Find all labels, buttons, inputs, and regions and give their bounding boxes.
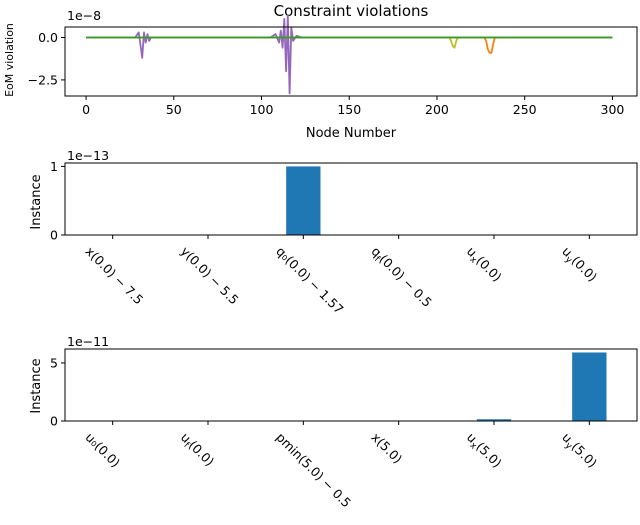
final-constraints-panel: 1e−11 Instance u₀(0.0) uf(0.0) pmin(5.0) −…	[29, 334, 638, 510]
x-tick-label: uy(0.0)	[557, 244, 600, 287]
y-tick-label: 0.0	[38, 30, 58, 45]
y-tick-label: 0	[50, 228, 58, 243]
plot-frame	[64, 26, 638, 97]
y-tick-label: 1	[50, 159, 58, 174]
x-tick-label: 250	[513, 102, 537, 117]
tick-marks: 0 50 100 150 200 250 300 0.0 −2.5	[28, 30, 625, 117]
y-offset-label: 1e−13	[67, 148, 109, 163]
initial-constraints-panel: 1e−13 Instance x(0.0) − 7.5 y(0.0) − 5.5 q…	[29, 148, 638, 317]
x-tick-label: uf(0.0)	[176, 430, 218, 472]
x-tick-label: qf(0.0) − 0.5	[366, 244, 435, 313]
bars	[476, 352, 607, 421]
series-line-3	[86, 36, 613, 54]
y-tick-label: −2.5	[28, 72, 58, 87]
bar	[572, 352, 607, 421]
y-tick-label: 5	[50, 355, 58, 370]
chart-title: Constraint violations	[274, 2, 429, 20]
y-offset-label: 1e−8	[67, 8, 101, 23]
plot-frame	[64, 348, 638, 422]
bars	[286, 166, 321, 235]
x-tick-label: 50	[166, 102, 182, 117]
x-tick-label: 0	[82, 102, 90, 117]
eom-violation-panel: Constraint violations 1e−8 EoM violation…	[3, 2, 638, 141]
y-axis-label: EoM violation	[3, 23, 16, 97]
bar	[286, 166, 321, 235]
x-tick-label: 150	[337, 102, 361, 117]
series-line-2	[86, 36, 613, 49]
y-axis-label: Instance	[29, 174, 44, 229]
x-tick-label: x(0.0) − 7.5	[83, 244, 147, 308]
y-axis-label: Instance	[29, 358, 44, 413]
x-tick-label: y(0.0) − 5.5	[178, 244, 242, 308]
y-tick-label: 0	[50, 414, 58, 429]
tick-marks: x(0.0) − 7.5 y(0.0) − 5.5 q₀(0.0) − 1.57 qf…	[50, 159, 600, 317]
x-tick-label: x(5.0)	[369, 430, 406, 467]
x-tick-label: q₀(0.0) − 1.57	[273, 244, 346, 317]
x-tick-label: ux(5.0)	[462, 430, 505, 473]
x-tick-label: ux(0.0)	[462, 244, 505, 287]
x-tick-label: 300	[601, 102, 625, 117]
x-tick-label: u₀(0.0)	[83, 430, 124, 471]
plot-frame	[64, 162, 638, 236]
x-tick-label: uy(5.0)	[557, 430, 600, 473]
x-tick-label: 200	[425, 102, 449, 117]
x-tick-label: pmin(5.0) − 0.5	[273, 430, 354, 511]
x-tick-label: 100	[250, 102, 274, 117]
x-axis-label: Node Number	[306, 126, 397, 141]
y-offset-label: 1e−11	[67, 334, 109, 349]
bar	[476, 419, 512, 421]
tick-marks: u₀(0.0) uf(0.0) pmin(5.0) − 0.5 x(5.0) ux(5.…	[50, 355, 600, 510]
